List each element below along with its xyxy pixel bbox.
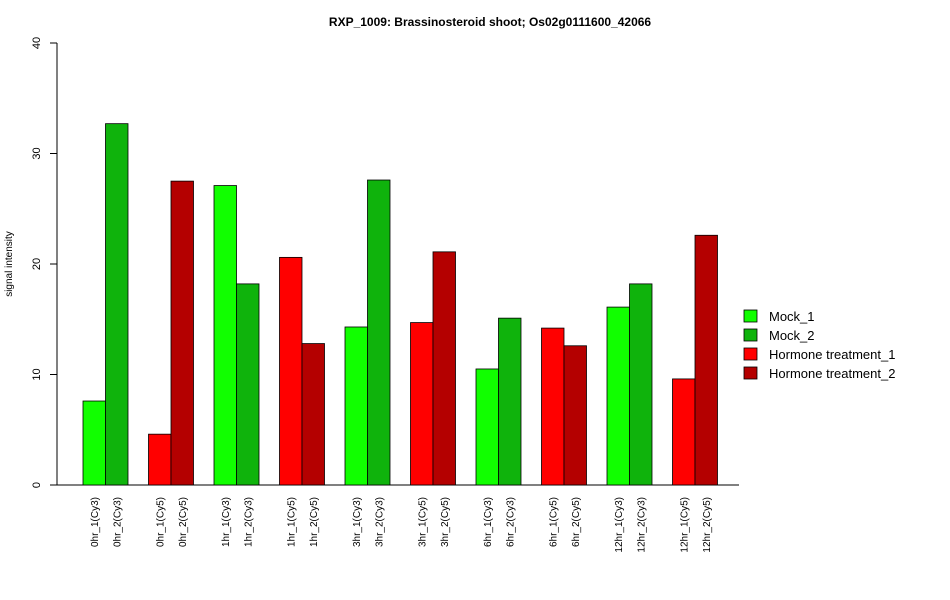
bar xyxy=(279,256,303,486)
x-tick-label: 3hr_2(Cy3) xyxy=(374,497,385,547)
bar xyxy=(344,326,368,486)
x-tick-label: 6hr_1(Cy3) xyxy=(483,497,494,547)
bar xyxy=(694,234,718,486)
legend-swatch xyxy=(743,347,758,361)
bar xyxy=(498,317,522,486)
legend-label: Hormone treatment_2 xyxy=(769,366,895,381)
legend: Mock_1 Mock_2 Hormone treatment_1 Hormone t… xyxy=(743,309,895,381)
bar xyxy=(105,123,129,486)
y-tick-label: 0 xyxy=(31,482,43,488)
x-tick-label: 1hr_1(Cy5) xyxy=(286,497,297,547)
bar xyxy=(170,180,194,486)
x-tick-label: 0hr_2(Cy5) xyxy=(178,497,189,547)
bar xyxy=(672,378,696,486)
legend-swatch xyxy=(743,328,758,342)
bar xyxy=(606,306,630,486)
legend-label: Mock_1 xyxy=(769,309,815,324)
bar xyxy=(367,179,391,486)
bar xyxy=(629,283,653,486)
y-tick-label: 20 xyxy=(31,258,43,270)
x-tick-label: 12hr_2(Cy3) xyxy=(636,497,647,553)
x-tick-label: 12hr_1(Cy3) xyxy=(614,497,625,553)
chart-title: RXP_1009: Brassinosteroid shoot; Os02g01… xyxy=(329,15,652,29)
y-axis-label: signal intensity xyxy=(4,231,15,297)
x-tick-label: 0hr_2(Cy3) xyxy=(112,497,123,547)
x-tick-label: 0hr_1(Cy5) xyxy=(155,497,166,547)
x-tick-label: 1hr_1(Cy3) xyxy=(221,497,232,547)
bar xyxy=(213,185,237,486)
bar xyxy=(410,322,434,486)
legend-label: Mock_2 xyxy=(769,328,815,343)
y-tick-label: 30 xyxy=(31,147,43,159)
x-tick-label: 1hr_2(Cy3) xyxy=(243,497,254,547)
x-tick-label: 12hr_1(Cy5) xyxy=(679,497,690,553)
bar xyxy=(541,327,565,486)
x-tick-label: 6hr_2(Cy3) xyxy=(505,497,516,547)
x-tick-label: 12hr_2(Cy5) xyxy=(702,497,713,553)
x-tick-label: 3hr_1(Cy5) xyxy=(417,497,428,547)
x-tick-label: 3hr_2(Cy5) xyxy=(440,497,451,547)
x-tick-label: 0hr_1(Cy3) xyxy=(90,497,101,547)
bar xyxy=(148,433,172,486)
bars-group xyxy=(82,123,718,486)
x-axis-tick-labels: 0hr_1(Cy3) 0hr_2(Cy3) 0hr_1(Cy5) 0hr_2(Cy5)… xyxy=(90,497,713,553)
bar xyxy=(432,251,456,486)
x-tick-label: 3hr_1(Cy3) xyxy=(352,497,363,547)
bar xyxy=(475,368,499,486)
legend-swatch xyxy=(743,366,758,380)
y-tick-label: 40 xyxy=(31,37,43,49)
legend-label: Hormone treatment_1 xyxy=(769,347,895,362)
legend-swatch xyxy=(743,309,758,323)
x-tick-label: 6hr_2(Cy5) xyxy=(571,497,582,547)
y-tick-label: 10 xyxy=(31,368,43,380)
y-axis-ticks: 0 10 20 30 40 xyxy=(31,37,57,488)
bar xyxy=(301,343,325,486)
x-tick-label: 6hr_1(Cy5) xyxy=(548,497,559,547)
x-tick-label: 1hr_2(Cy5) xyxy=(309,497,320,547)
bar xyxy=(563,345,587,486)
bar xyxy=(82,400,106,486)
bar xyxy=(236,283,260,486)
